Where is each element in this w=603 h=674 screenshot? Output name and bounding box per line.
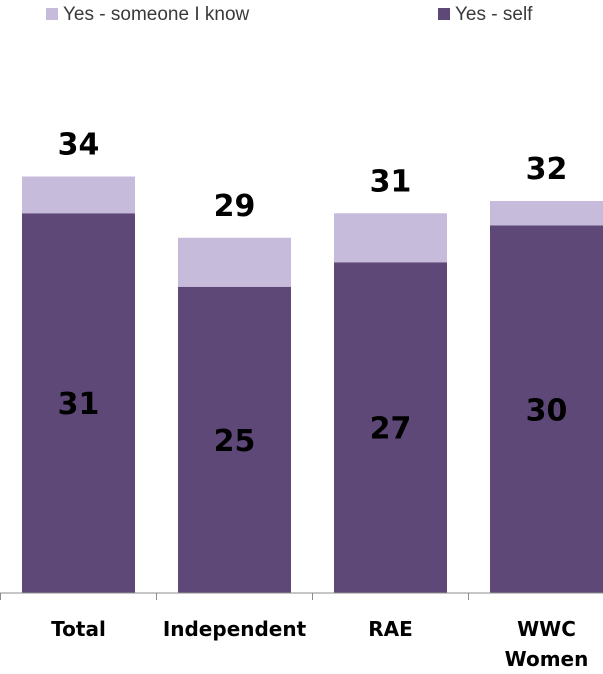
total-label-independent: 29	[214, 189, 256, 224]
legend: Yes - someone I know Yes - self	[46, 4, 533, 25]
total-label-total: 34	[58, 128, 100, 163]
data-label-self-rae: 27	[370, 412, 412, 447]
total-label-rae: 31	[370, 164, 412, 199]
bar-yes-someone-i-know-wwc-women	[490, 201, 603, 226]
legend-swatch-yes-self	[438, 8, 450, 20]
legend-label-yes-self: Yes - self	[455, 4, 533, 25]
bar-yes-someone-i-know-independent	[178, 237, 291, 287]
labels: 31 34 Total 25 29 Independent 27 31 RAE 30 32 WWC Wo…	[51, 128, 588, 672]
category-label-total: Total	[51, 617, 106, 641]
data-label-self-wwc-women: 30	[526, 393, 568, 428]
legend-swatch-yes-someone-i-know	[46, 8, 58, 20]
bar-yes-self-total	[22, 213, 135, 593]
bar-yes-someone-i-know-total	[22, 176, 135, 214]
bar-yes-someone-i-know-rae	[334, 213, 447, 263]
total-label-wwc-women: 32	[526, 152, 568, 187]
bars	[22, 176, 603, 593]
category-label-rae: RAE	[368, 617, 413, 641]
legend-label-yes-someone-i-know: Yes - someone I know	[63, 4, 250, 25]
bar-yes-self-rae	[334, 262, 447, 593]
bar-yes-self-independent	[178, 286, 291, 593]
category-label-wwc-women: WWC Women	[505, 617, 589, 671]
category-label-independent: Independent	[163, 617, 307, 641]
bar-yes-self-wwc-women	[490, 225, 603, 593]
x-axis	[0, 592, 603, 600]
data-label-self-total: 31	[58, 387, 100, 422]
data-label-self-independent: 25	[214, 424, 256, 459]
